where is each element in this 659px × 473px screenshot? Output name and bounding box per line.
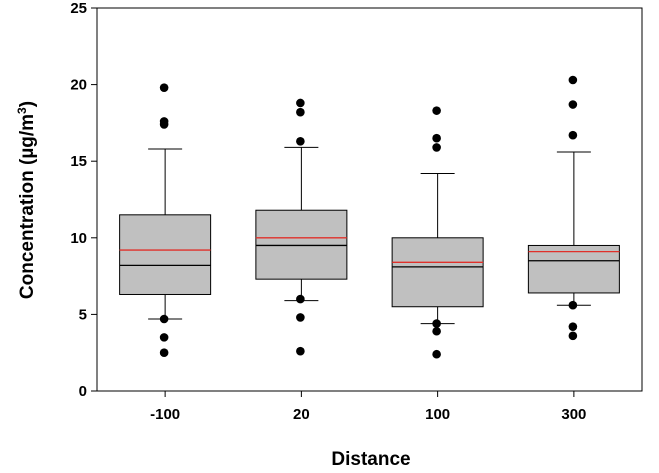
outlier-point [296, 107, 305, 117]
outlier-point [159, 83, 169, 92]
outlier-point [159, 314, 169, 324]
outlier-point [432, 349, 441, 359]
outlier-point [159, 348, 169, 358]
outlier-point [432, 326, 441, 336]
outlier-point [296, 294, 305, 304]
outlier-point [568, 75, 578, 85]
y-axis-title: Concentration (µg/m3) [15, 101, 38, 299]
outlier-point [296, 136, 305, 146]
outlier-point [432, 133, 441, 143]
outlier-point [568, 322, 578, 331]
outlier-point [432, 106, 441, 115]
x-tick-label: -100 [150, 406, 180, 423]
box-iqr [527, 244, 620, 294]
outlier-point [568, 100, 578, 109]
outlier-point [296, 313, 305, 322]
outlier-point [432, 319, 441, 328]
y-tick-label: 10 [70, 230, 87, 247]
y-tick-label: 0 [79, 383, 87, 400]
y-tick-label: 15 [70, 153, 87, 170]
outlier-point [159, 120, 169, 129]
y-axis-title-superscript: 3 [15, 107, 29, 114]
x-tick-label: 300 [561, 406, 586, 423]
box-iqr [119, 214, 212, 295]
outlier-point [296, 346, 305, 356]
outlier-point [432, 143, 441, 152]
outlier-point [568, 331, 578, 341]
y-tick-label: 25 [70, 0, 87, 17]
x-tick-label: 20 [293, 406, 310, 423]
outlier-point [159, 333, 169, 342]
outlier-point [296, 98, 305, 108]
outlier-point [568, 130, 578, 140]
plot-area: 0 5 10 15 20 25 -100 20 100 300 [70, 0, 643, 423]
x-axis-title: Distance [331, 449, 410, 470]
x-tick-label: 100 [425, 406, 450, 423]
plot-frame [96, 7, 643, 392]
box-iqr [391, 237, 484, 308]
box-iqr [255, 209, 348, 280]
y-tick-label: 5 [79, 306, 87, 323]
y-axis-title-main: Concentration (µg/m [17, 114, 38, 299]
y-tick-label: 20 [70, 77, 87, 94]
outlier-point [568, 300, 578, 310]
y-axis-title-close: ) [17, 101, 38, 107]
